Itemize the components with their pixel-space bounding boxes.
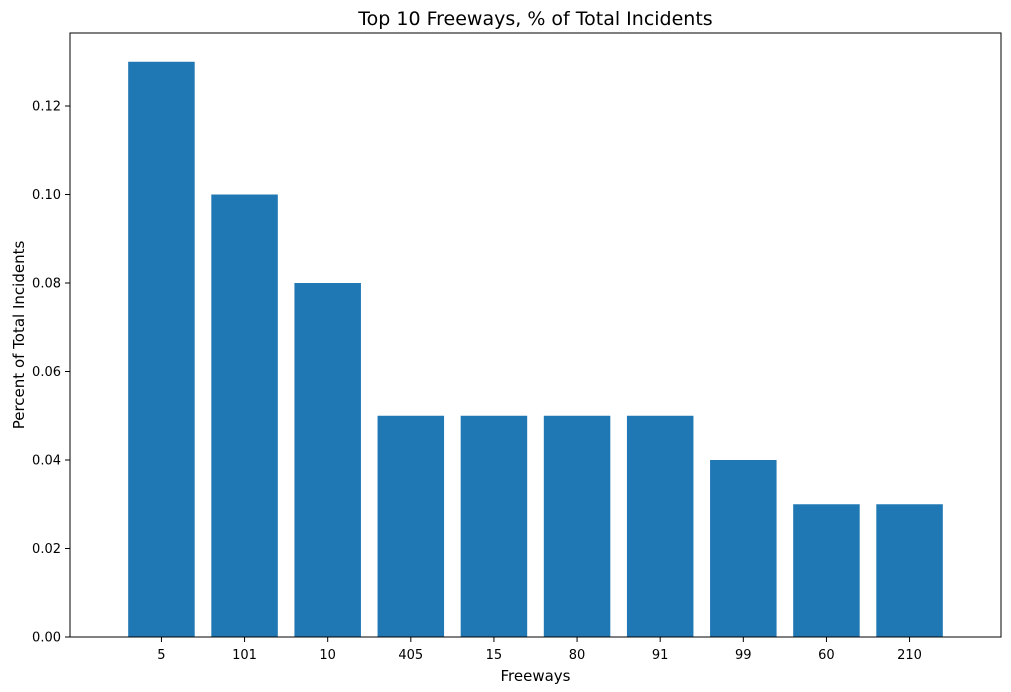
- y-tick-label: 0.06: [32, 365, 61, 380]
- x-tick-label: 80: [569, 648, 586, 663]
- chart-title: Top 10 Freeways, % of Total Incidents: [357, 8, 712, 30]
- bars-layer: [128, 61, 943, 638]
- x-tick-label: 405: [398, 648, 423, 663]
- plot-frame: [69, 32, 1002, 638]
- bar-99: [710, 460, 777, 637]
- x-tick-label: 99: [735, 648, 752, 663]
- y-tick-label: 0.08: [32, 277, 61, 292]
- bar-60: [793, 504, 860, 637]
- bar-80: [543, 415, 611, 637]
- bar-10: [294, 283, 361, 637]
- x-tick-label: 60: [818, 648, 835, 663]
- bar-405: [377, 415, 445, 637]
- x-axis: 5 101 10 405 15 80 91 99 60 210: [157, 637, 922, 663]
- x-tick-label: 5: [157, 648, 165, 663]
- y-axis-title: Percent of Total Incidents: [10, 241, 28, 430]
- bar-210: [876, 504, 943, 637]
- y-tick-label: 0.12: [32, 100, 61, 115]
- y-axis: 0.00 0.02 0.04 0.06 0.08 0.10 0.12: [32, 100, 70, 646]
- bar-91: [626, 415, 694, 637]
- x-tick-label: 10: [319, 648, 336, 663]
- x-tick-label: 15: [486, 648, 503, 663]
- x-tick-label: 91: [652, 648, 669, 663]
- x-tick-label: 210: [897, 648, 922, 663]
- y-tick-label: 0.04: [32, 454, 61, 469]
- bar-101: [211, 194, 278, 637]
- y-tick-label: 0.10: [32, 188, 61, 203]
- y-tick-label: 0.00: [32, 631, 61, 646]
- y-tick-label: 0.02: [32, 542, 61, 557]
- bar-15: [460, 415, 528, 637]
- x-tick-label: 101: [232, 648, 257, 663]
- x-axis-title: Freeways: [501, 667, 571, 685]
- bar-5: [128, 61, 195, 638]
